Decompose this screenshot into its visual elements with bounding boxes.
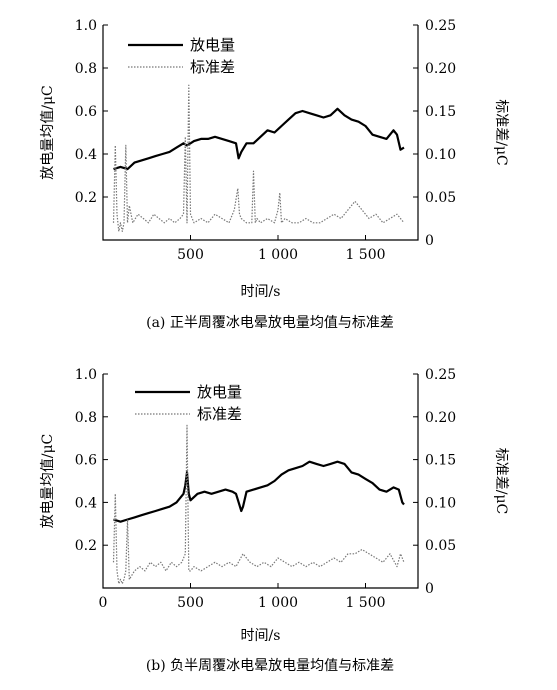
y-right-tick-label: 0.25	[425, 367, 456, 383]
y-tick-label: 0.8	[75, 61, 97, 77]
y-right-tick-label: 0.15	[425, 104, 456, 120]
legend-label: 标准差	[197, 405, 242, 423]
chart-panel-a: 500 1 000 1 500 0.2 0.4 0.6 0.8 1.0 0 0.05 0.10 0.1…	[40, 18, 509, 331]
x-axis-label: 时间/s	[241, 628, 281, 644]
y-tick-label: 0.2	[75, 190, 97, 206]
x-tick-label: 500	[177, 247, 204, 263]
y-right-tick-label: 0.20	[425, 61, 456, 77]
x-tick-label: 1 000	[258, 595, 298, 611]
y-tick-label: 0.6	[75, 453, 97, 469]
y-right-tick-label: 0.15	[425, 453, 456, 469]
y-tick-label: 0.4	[75, 495, 97, 511]
y-tick-label: 0.4	[75, 147, 97, 163]
y-right-tick-label: 0.10	[425, 495, 456, 511]
y-tick-label: 0.6	[75, 104, 97, 120]
series-line-stddev	[112, 84, 405, 232]
series-line-discharge	[113, 107, 405, 171]
y-right-tick-label: 0.20	[425, 410, 456, 426]
y-right-axis-label: 标准差/μC	[493, 99, 509, 166]
chart-caption: (b) 负半周覆冰电晕放电量均值与标准差	[146, 658, 394, 674]
plot-frame	[102, 25, 419, 241]
chart-panel-b: 0 500 1 000 1 500 0.2 0.4 0.6 0.8 1.0 0 0.05 0.10 0.…	[40, 367, 509, 674]
legend-label: 标准差	[190, 58, 235, 76]
y-tick-label: 1.0	[75, 18, 97, 34]
x-tick-label: 1 500	[345, 595, 385, 611]
y-tick-label: 1.0	[75, 367, 97, 383]
y-axis-label: 放电量均值/μC	[40, 85, 56, 180]
y-right-tick-label: 0.05	[425, 538, 456, 554]
y-right-axis-label: 标准差/μC	[493, 448, 509, 515]
chart-marks: 500 1 000 1 500 0.2 0.4 0.6 0.8 1.0 0 0.05 0.10 0.1…	[40, 18, 509, 300]
y-right-tick-label: 0.25	[425, 18, 456, 34]
y-tick-label: 0.2	[75, 538, 97, 554]
y-right-tick-label: 0	[425, 233, 434, 249]
y-right-tick-label: 0	[425, 581, 434, 597]
y-right-tick-label: 0.05	[425, 190, 456, 206]
x-tick-label: 500	[177, 595, 204, 611]
y-axis-label: 放电量均值/μC	[40, 434, 56, 529]
x-axis-label: 时间/s	[241, 284, 281, 300]
y-right-tick-label: 0.10	[425, 147, 456, 163]
legend-label: 放电量	[190, 36, 235, 54]
chart-caption: (a) 正半周覆冰电晕放电量均值与标准差	[146, 315, 394, 331]
plot-frame	[102, 374, 419, 589]
x-tick-label: 1 500	[345, 247, 385, 263]
series-line-discharge	[113, 460, 405, 523]
x-tick-label: 0	[99, 595, 108, 611]
chart-marks: 0 500 1 000 1 500 0.2 0.4 0.6 0.8 1.0 0 0.05 0.10 0.…	[40, 367, 509, 644]
x-tick-label: 1 000	[258, 247, 298, 263]
legend-label: 放电量	[197, 383, 242, 401]
series-line-stddev	[112, 424, 405, 585]
y-tick-label: 0.8	[75, 410, 97, 426]
